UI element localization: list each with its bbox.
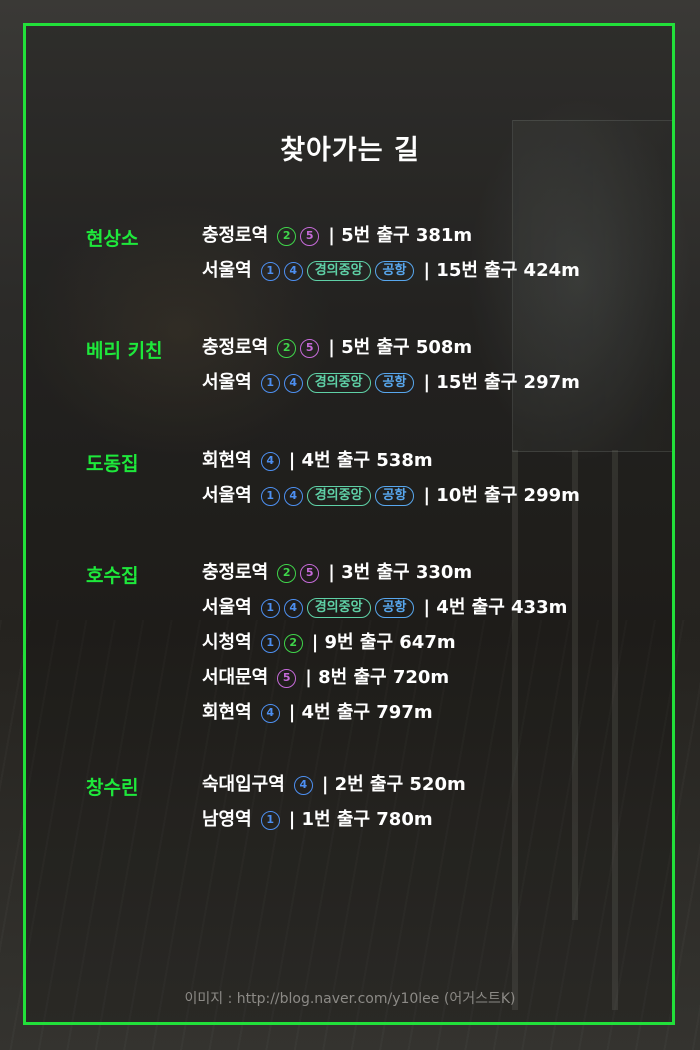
station-name: 서울역: [202, 597, 252, 618]
station-name: 회현역: [202, 702, 252, 723]
image-credit: 이미지 : http://blog.naver.com/y10lee (어거스트…: [184, 991, 516, 1007]
line-pill-badge: 경의중앙: [306, 598, 371, 618]
station-name: 서울역: [202, 372, 252, 393]
place-name: 베리 키친: [86, 340, 163, 362]
floor-texture: [0, 620, 700, 1050]
display-case-leg: [572, 450, 578, 920]
station-name: 남영역: [202, 809, 252, 830]
display-case-shape: [512, 120, 674, 452]
line-number-icon: 1: [260, 262, 280, 281]
line-number-icon: 1: [260, 374, 280, 393]
route-list: 회현역 4 | 4번 출구 538m 서울역 1 4 경의중앙 공항 | 10번 출구 299m: [202, 449, 580, 519]
line-number-icon: 4: [293, 776, 313, 795]
place-name: 현상소: [86, 228, 139, 250]
line-number-icon: 2: [277, 227, 297, 246]
display-case-leg: [512, 450, 518, 1010]
line-number-icon: 5: [300, 564, 320, 583]
exit-distance: | 2번 출구 520m: [321, 774, 466, 795]
exit-distance: | 5번 출구 508m: [328, 337, 473, 358]
line-pill-badge: 공항: [374, 373, 415, 393]
line-pill-badge: 경의중앙: [306, 261, 371, 281]
route-line: 회현역 4 | 4번 출구 538m: [202, 449, 580, 484]
station-name: 충정로역: [202, 337, 269, 358]
line-number-icon: 4: [260, 704, 280, 723]
line-number-icon: 4: [260, 452, 280, 471]
route-line: 서울역 1 4 경의중앙 공항 | 10번 출구 299m: [202, 484, 580, 519]
line-number-icon: 1: [260, 811, 280, 830]
line-pill-badge: 공항: [374, 486, 415, 506]
route-list: 충정로역 2 5 | 3번 출구 330m 서울역 1 4 경의중앙 공항 | 4번 출구 433…: [202, 561, 567, 736]
route-line: 충정로역 2 5 | 5번 출구 381m: [202, 224, 580, 259]
line-pill-badge: 공항: [374, 261, 415, 281]
line-number-icon: 4: [283, 487, 303, 506]
route-line: 시청역 1 2 | 9번 출구 647m: [202, 631, 567, 666]
place-name: 호수집: [86, 565, 139, 587]
line-number-icon: 5: [277, 669, 297, 688]
line-pill-badge: 경의중앙: [306, 373, 371, 393]
exit-distance: | 1번 출구 780m: [288, 809, 433, 830]
route-line: 충정로역 2 5 | 5번 출구 508m: [202, 336, 580, 371]
station-name: 시청역: [202, 632, 252, 653]
green-frame: [23, 23, 675, 1025]
exit-distance: | 15번 출구 297m: [423, 372, 580, 393]
route-list: 숙대입구역 4 | 2번 출구 520m 남영역 1 | 1번 출구 780m: [202, 773, 466, 843]
route-list: 충정로역 2 5 | 5번 출구 508m 서울역 1 4 경의중앙 공항 | 15번 출구 29…: [202, 336, 580, 406]
display-case-leg: [612, 450, 618, 1010]
line-number-icon: 4: [283, 599, 303, 618]
line-number-icon: 4: [283, 374, 303, 393]
exit-distance: | 4번 출구 797m: [288, 702, 433, 723]
exit-distance: | 8번 출구 720m: [305, 667, 450, 688]
line-number-icon: 5: [300, 339, 320, 358]
line-number-icon: 1: [260, 599, 280, 618]
exit-distance: | 5번 출구 381m: [328, 225, 473, 246]
exit-distance: | 3번 출구 330m: [328, 562, 473, 583]
exit-distance: | 4번 출구 538m: [288, 450, 433, 471]
route-line: 서울역 1 4 경의중앙 공항 | 4번 출구 433m: [202, 596, 567, 631]
route-line: 서울역 1 4 경의중앙 공항 | 15번 출구 297m: [202, 371, 580, 406]
line-number-icon: 5: [300, 227, 320, 246]
page-title: 찾아가는 길: [280, 135, 420, 166]
exit-distance: | 10번 출구 299m: [423, 485, 580, 506]
station-name: 서울역: [202, 260, 252, 281]
station-name: 충정로역: [202, 562, 269, 583]
station-name: 서울역: [202, 485, 252, 506]
station-name: 충정로역: [202, 225, 269, 246]
exit-distance: | 9번 출구 647m: [311, 632, 456, 653]
route-list: 충정로역 2 5 | 5번 출구 381m 서울역 1 4 경의중앙 공항 | 15번 출구 42…: [202, 224, 580, 294]
line-number-icon: 1: [260, 634, 280, 653]
line-number-icon: 4: [283, 262, 303, 281]
route-line: 숙대입구역 4 | 2번 출구 520m: [202, 773, 466, 808]
route-line: 남영역 1 | 1번 출구 780m: [202, 808, 466, 843]
exit-distance: | 4번 출구 433m: [423, 597, 568, 618]
route-line: 서울역 1 4 경의중앙 공항 | 15번 출구 424m: [202, 259, 580, 294]
line-number-icon: 2: [283, 634, 303, 653]
station-name: 회현역: [202, 450, 252, 471]
place-name: 도동집: [86, 453, 139, 475]
place-name: 창수린: [86, 777, 139, 799]
station-name: 서대문역: [202, 667, 269, 688]
route-line: 충정로역 2 5 | 3번 출구 330m: [202, 561, 567, 596]
line-number-icon: 1: [260, 487, 280, 506]
line-number-icon: 2: [277, 339, 297, 358]
route-line: 서대문역 5 | 8번 출구 720m: [202, 666, 567, 701]
line-pill-badge: 경의중앙: [306, 486, 371, 506]
line-pill-badge: 공항: [374, 598, 415, 618]
station-name: 숙대입구역: [202, 774, 285, 795]
line-number-icon: 2: [277, 564, 297, 583]
route-line: 회현역 4 | 4번 출구 797m: [202, 701, 567, 736]
exit-distance: | 15번 출구 424m: [423, 260, 580, 281]
